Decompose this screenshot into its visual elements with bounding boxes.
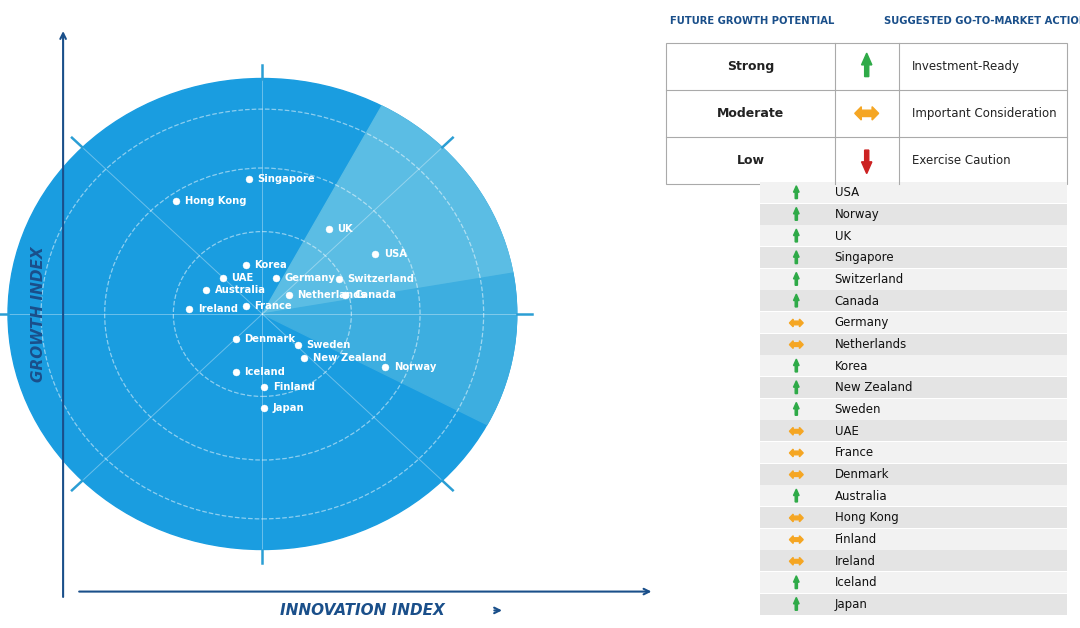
Text: USA: USA (835, 187, 859, 200)
Text: Exercise Caution: Exercise Caution (912, 154, 1010, 167)
Polygon shape (789, 341, 804, 349)
Text: Japan: Japan (273, 403, 305, 413)
Text: Ireland: Ireland (198, 304, 238, 314)
Text: Korea: Korea (835, 360, 868, 373)
Bar (760, 572, 1067, 593)
Polygon shape (789, 514, 804, 522)
Text: Strong: Strong (727, 60, 774, 73)
Bar (760, 247, 1067, 268)
Bar (760, 421, 1067, 441)
Text: Iceland: Iceland (835, 577, 877, 590)
Bar (760, 550, 1067, 571)
Text: INNOVATION INDEX: INNOVATION INDEX (280, 603, 444, 618)
Polygon shape (789, 558, 804, 565)
Text: Singapore: Singapore (835, 251, 894, 264)
Polygon shape (794, 489, 799, 502)
Text: Canada: Canada (835, 295, 880, 308)
Text: Japan: Japan (835, 598, 867, 611)
Text: USA: USA (383, 249, 407, 259)
Text: Finland: Finland (273, 382, 315, 392)
Text: Australia: Australia (835, 490, 888, 503)
Text: Sweden: Sweden (307, 340, 351, 350)
Text: SUGGESTED GO-TO-MARKET ACTION: SUGGESTED GO-TO-MARKET ACTION (883, 16, 1080, 26)
Bar (760, 507, 1067, 528)
Bar (760, 269, 1067, 290)
Polygon shape (794, 597, 799, 610)
Text: GROWTH INDEX: GROWTH INDEX (31, 246, 46, 382)
Bar (760, 312, 1067, 333)
Polygon shape (789, 428, 804, 435)
Bar (760, 182, 1067, 203)
Bar (760, 529, 1067, 550)
Polygon shape (794, 251, 799, 264)
Polygon shape (262, 106, 513, 314)
Polygon shape (789, 471, 804, 479)
Text: UAE: UAE (231, 273, 254, 283)
Bar (760, 399, 1067, 420)
Polygon shape (789, 536, 804, 543)
Text: Netherlands: Netherlands (835, 338, 907, 351)
Polygon shape (794, 381, 799, 394)
Bar (760, 290, 1067, 311)
Polygon shape (789, 319, 804, 327)
Text: Norway: Norway (835, 208, 879, 221)
Text: Finland: Finland (835, 533, 877, 546)
Text: Sweden: Sweden (835, 403, 881, 416)
Polygon shape (794, 273, 799, 285)
Text: Important Consideration: Important Consideration (912, 107, 1056, 120)
Polygon shape (794, 576, 799, 588)
Text: FUTURE GROWTH POTENTIAL: FUTURE GROWTH POTENTIAL (671, 16, 835, 26)
Polygon shape (794, 207, 799, 220)
Text: Hong Kong: Hong Kong (185, 196, 246, 206)
Text: Switzerland: Switzerland (835, 273, 904, 286)
Text: Ireland: Ireland (835, 555, 876, 568)
Text: New Zealand: New Zealand (835, 381, 913, 394)
Bar (666, 43, 1067, 184)
Text: UAE: UAE (835, 425, 859, 438)
Bar (760, 377, 1067, 398)
Bar (760, 594, 1067, 615)
Text: UK: UK (337, 224, 353, 234)
Text: Canada: Canada (354, 290, 396, 300)
Text: Germany: Germany (835, 317, 889, 330)
Text: Denmark: Denmark (835, 468, 889, 481)
Text: Singapore: Singapore (258, 174, 315, 184)
Text: Norway: Norway (394, 362, 436, 372)
Polygon shape (794, 294, 799, 307)
Text: Switzerland: Switzerland (348, 274, 415, 284)
Text: France: France (255, 301, 292, 311)
Text: Investment-Ready: Investment-Ready (912, 60, 1020, 73)
Polygon shape (854, 107, 879, 120)
Text: Iceland: Iceland (244, 367, 285, 377)
Text: New Zealand: New Zealand (313, 353, 387, 363)
Polygon shape (862, 53, 872, 77)
Bar (760, 355, 1067, 376)
Bar (760, 203, 1067, 225)
Text: Hong Kong: Hong Kong (835, 511, 899, 524)
Text: Australia: Australia (215, 285, 266, 295)
Text: Low: Low (737, 154, 765, 167)
Bar (760, 225, 1067, 246)
Text: UK: UK (835, 230, 851, 243)
Text: Denmark: Denmark (244, 334, 296, 344)
Ellipse shape (8, 78, 516, 550)
Bar (760, 442, 1067, 463)
Text: Moderate: Moderate (717, 107, 784, 120)
Polygon shape (794, 403, 799, 415)
Bar (760, 485, 1067, 506)
Text: Netherlands: Netherlands (298, 290, 367, 300)
Text: Korea: Korea (255, 260, 287, 270)
Bar (760, 463, 1067, 485)
Bar (760, 334, 1067, 355)
Polygon shape (862, 150, 872, 173)
Text: Germany: Germany (284, 273, 335, 283)
Text: France: France (835, 447, 874, 460)
Polygon shape (794, 186, 799, 198)
Polygon shape (789, 449, 804, 457)
Polygon shape (794, 359, 799, 372)
Polygon shape (262, 273, 516, 425)
Polygon shape (794, 229, 799, 242)
